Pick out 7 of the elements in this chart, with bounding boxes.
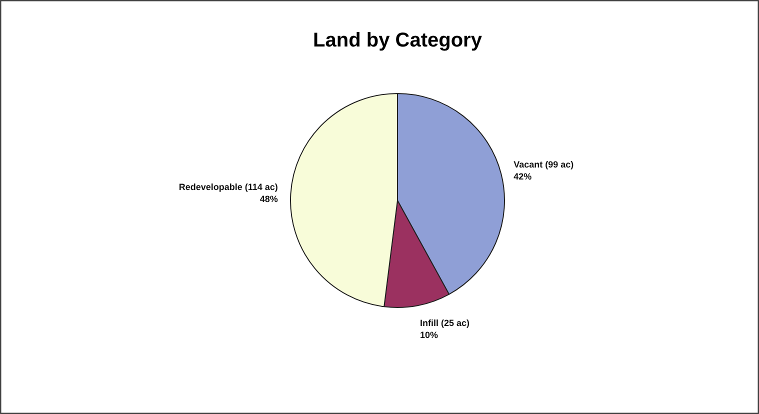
data-label: 10% [420, 330, 438, 340]
slice-label: Redevelopable (114 ac) [178, 182, 278, 192]
data-label: 42% [514, 172, 532, 182]
data-label: 48% [260, 194, 278, 204]
slice-label: Vacant (99 ac) [514, 160, 574, 170]
chart-title: Land by Category [313, 30, 483, 52]
slice-label: Infill (25 ac) [420, 318, 470, 328]
